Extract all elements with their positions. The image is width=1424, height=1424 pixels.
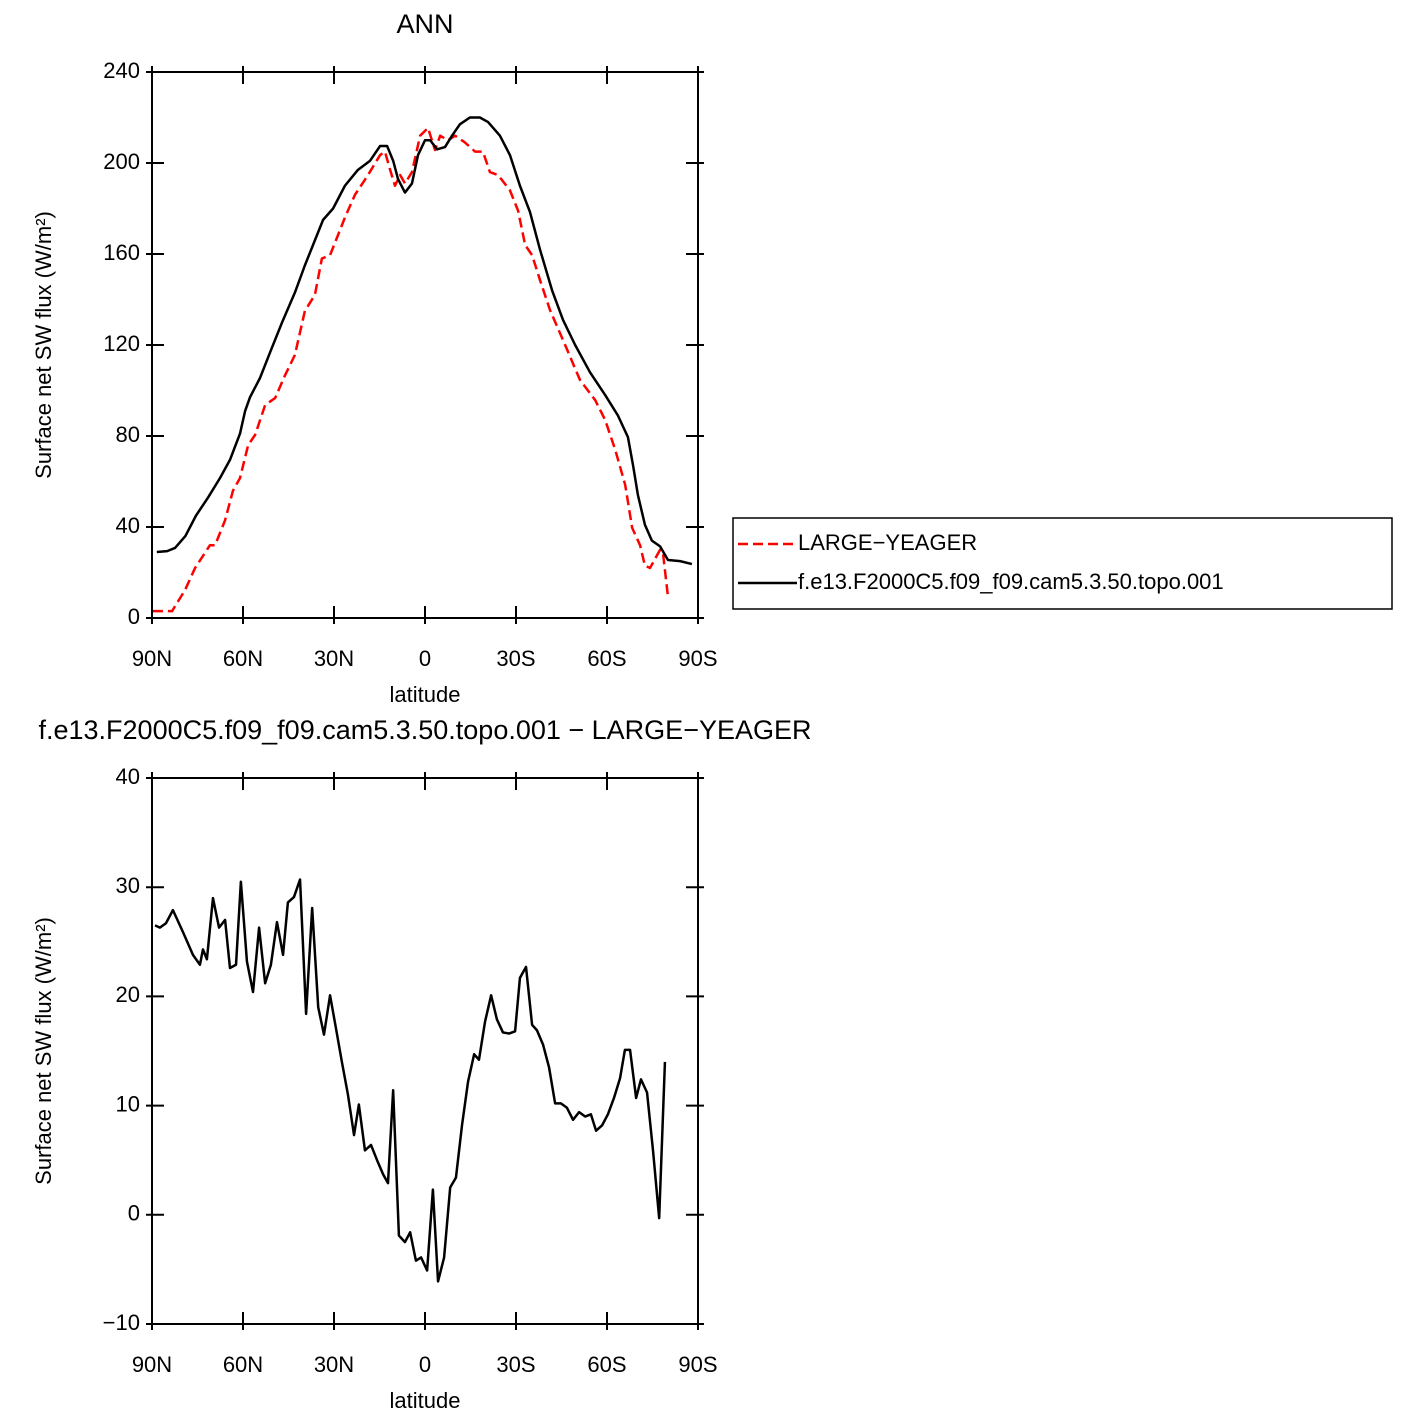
y-tick-label: 0 (128, 1201, 140, 1226)
x-tick-label: 60N (223, 1352, 263, 1377)
legend-label: LARGE−YEAGER (798, 530, 977, 555)
y-tick-label: 30 (116, 873, 140, 898)
y-tick-label: 20 (116, 982, 140, 1007)
x-tick-label: 0 (419, 646, 431, 671)
y-tick-label: −10 (103, 1310, 140, 1335)
y-axis-label: Surface net SW flux (W/m²) (31, 917, 56, 1185)
x-tick-label: 60S (587, 646, 626, 671)
x-tick-label: 90N (132, 646, 172, 671)
data-line (154, 878, 667, 1283)
chart-title: ANN (396, 9, 453, 39)
x-axis-label: latitude (390, 682, 461, 707)
x-tick-label: 60N (223, 646, 263, 671)
x-tick-label: 30S (496, 646, 535, 671)
y-tick-label: 160 (103, 240, 140, 265)
legend-label: f.e13.F2000C5.f09_f09.cam5.3.50.topo.001 (798, 569, 1224, 594)
chart-title: f.e13.F2000C5.f09_f09.cam5.3.50.topo.001… (39, 715, 812, 745)
x-tick-label: 30N (314, 646, 354, 671)
y-axis-label: Surface net SW flux (W/m²) (31, 211, 56, 479)
x-tick-label: 30S (496, 1352, 535, 1377)
y-tick-label: 40 (116, 513, 140, 538)
y-tick-label: 240 (103, 58, 140, 83)
y-tick-label: 0 (128, 604, 140, 629)
plot-frame (151, 71, 699, 619)
plot-frame (151, 777, 699, 1325)
x-axis-label: latitude (390, 1388, 461, 1413)
x-tick-label: 90S (678, 1352, 717, 1377)
y-tick-label: 120 (103, 331, 140, 356)
x-tick-label: 30N (314, 1352, 354, 1377)
x-tick-label: 60S (587, 1352, 626, 1377)
y-tick-label: 10 (116, 1091, 140, 1116)
data-line (152, 126, 669, 613)
data-line (156, 116, 693, 566)
y-tick-label: 40 (116, 764, 140, 789)
x-tick-label: 90S (678, 646, 717, 671)
x-tick-label: 90N (132, 1352, 172, 1377)
y-tick-label: 200 (103, 149, 140, 174)
y-tick-label: 80 (116, 422, 140, 447)
legend-box (732, 517, 1393, 610)
x-tick-label: 0 (419, 1352, 431, 1377)
